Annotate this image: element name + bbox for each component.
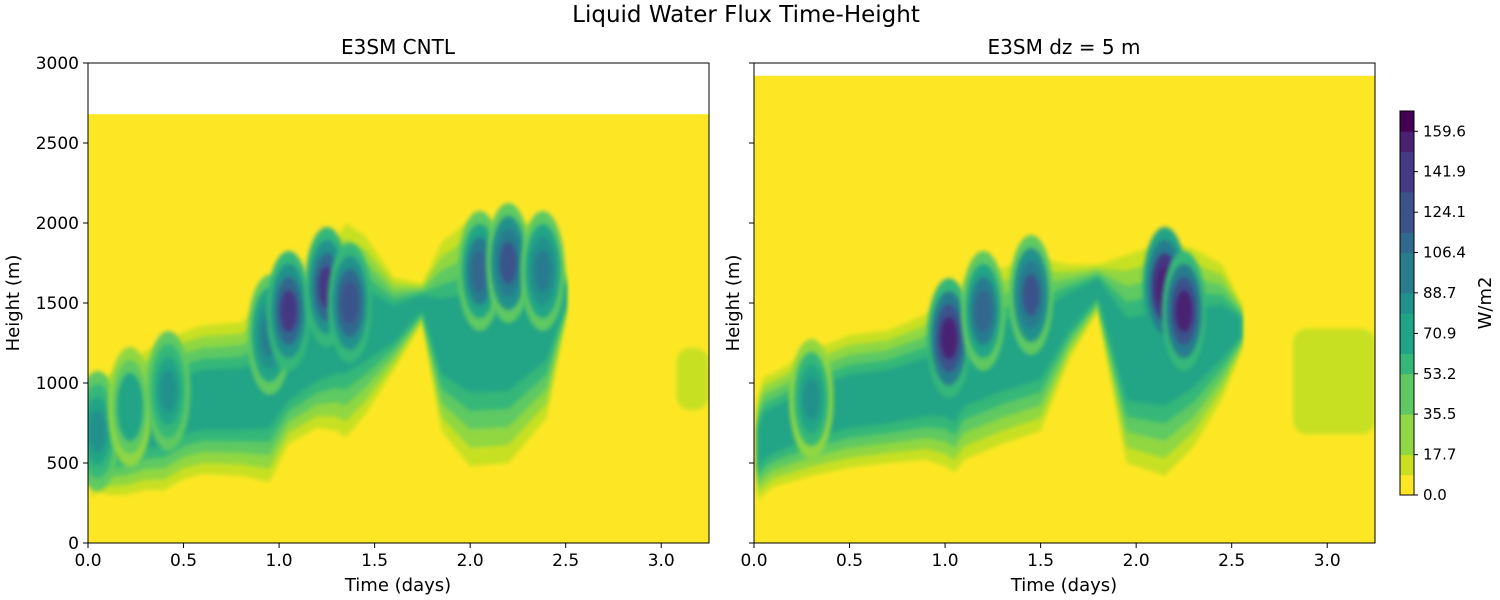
ytick-label: 2500 <box>36 134 79 154</box>
panel-right: E3SM dz = 5 m 0.0 0.5 1.0 1.5 2.0 2.5 3.0 Time… <box>723 35 1376 596</box>
colorbar-band <box>1400 191 1414 213</box>
panel-left-field <box>88 114 709 543</box>
core-2-ring-3 <box>974 290 992 332</box>
xtick-label: 1.5 <box>1027 551 1054 571</box>
core-8-ring-3 <box>499 242 517 284</box>
xtick-label: 3.0 <box>1314 551 1341 571</box>
core-3-ring-3 <box>1022 274 1040 316</box>
colorbar-tick-label: 17.7 <box>1423 446 1456 464</box>
colorbar-band <box>1400 414 1414 435</box>
colorbar-tick-label: 88.7 <box>1423 284 1456 302</box>
core-0-ring-3 <box>802 378 820 420</box>
colorbar-band <box>1400 373 1414 395</box>
colorbar-band <box>1400 313 1414 334</box>
xtick-label: 0.0 <box>740 551 767 571</box>
ytick-label: 3000 <box>36 54 79 74</box>
core-0-ring-3 <box>89 410 107 452</box>
ytick-label: 1500 <box>36 294 79 314</box>
core-5-ring-3 <box>1175 290 1193 332</box>
core-6-ring-3 <box>341 282 359 324</box>
colorbar-band <box>1400 333 1414 355</box>
core-1-ring-3 <box>121 386 139 428</box>
panel-left-xaxis: 0.0 0.5 1.0 1.5 2.0 2.5 3.0 <box>74 543 675 571</box>
colorbar-tick-label: 106.4 <box>1423 244 1466 262</box>
colorbar-band <box>1400 434 1414 456</box>
cloud-level-4 <box>91 281 566 474</box>
colorbar-band <box>1400 212 1414 233</box>
colorbar-ticks: 0.0 17.7 35.5 53.2 70.9 88.7 106.4 124.1 141.9 15… <box>1414 122 1466 504</box>
panel-left: E3SM CNTL 0.0 0.5 1.0 1.5 2.0 2.5 3.0 0 500 1000… <box>3 35 710 596</box>
xtick-label: 2.0 <box>457 551 484 571</box>
colorbar-tick-label: 159.6 <box>1423 122 1466 140</box>
colorbar-tick-label: 35.5 <box>1423 405 1456 423</box>
colorbar-band <box>1400 292 1414 314</box>
figure-title: Liquid Water Flux Time-Height <box>572 2 920 28</box>
panel-right-xlabel: Time (days) <box>1010 575 1117 596</box>
panel-left-title: E3SM CNTL <box>341 35 456 59</box>
xtick-label: 1.0 <box>932 551 959 571</box>
colorbar-band <box>1400 393 1414 415</box>
colorbar-tick-label: 70.9 <box>1423 324 1456 342</box>
colorbar-label: W/m2 <box>1475 277 1496 330</box>
xtick-label: 0.5 <box>836 551 863 571</box>
core-4-ring-3 <box>280 290 298 332</box>
colorbar-band <box>1400 151 1414 173</box>
core-7-ring-3 <box>471 250 489 292</box>
colorbar-bands <box>1400 111 1414 496</box>
colorbar-band <box>1400 232 1414 253</box>
colorbar-tick-label: 0.0 <box>1423 486 1447 504</box>
panel-right-title: E3SM dz = 5 m <box>988 35 1141 59</box>
ytick-label: 1000 <box>36 374 79 394</box>
xtick-label: 2.0 <box>1123 551 1150 571</box>
xtick-label: 0.5 <box>170 551 197 571</box>
colorbar-band <box>1400 353 1414 375</box>
colorbar-band <box>1400 454 1414 476</box>
panel-left-yaxis: 0 500 1000 1500 2000 2500 3000 <box>36 54 88 554</box>
core-2-ring-3 <box>159 370 177 412</box>
colorbar-tick-label: 124.1 <box>1423 203 1466 221</box>
faint-patch <box>676 347 709 411</box>
colorbar-band <box>1400 131 1414 152</box>
panel-left-ylabel: Height (m) <box>3 255 24 352</box>
cloud-level-4 <box>757 278 1242 471</box>
xtick-label: 1.0 <box>266 551 293 571</box>
xtick-label: 2.5 <box>1218 551 1245 571</box>
core-1-ring-3 <box>940 317 958 360</box>
panel-right-xaxis: 0.0 0.5 1.0 1.5 2.0 2.5 3.0 <box>740 543 1341 571</box>
xtick-label: 3.0 <box>648 551 675 571</box>
xtick-label: 1.5 <box>361 551 388 571</box>
colorbar-tick-label: 53.2 <box>1423 365 1456 383</box>
ytick-label: 2000 <box>36 214 79 234</box>
panel-left-xlabel: Time (days) <box>344 575 451 596</box>
faint-patch <box>1292 328 1375 435</box>
colorbar-tick-label: 141.9 <box>1423 163 1466 181</box>
xtick-label: 2.5 <box>552 551 579 571</box>
core-9-ring-3 <box>534 250 552 292</box>
colorbar-band <box>1400 171 1414 193</box>
colorbar-band <box>1400 252 1414 274</box>
panel-right-yaxis <box>749 62 754 544</box>
panel-right-field <box>754 75 1375 543</box>
colorbar-band <box>1400 111 1414 132</box>
panel-right-ylabel: Height (m) <box>723 255 744 352</box>
ytick-label: 0 <box>68 534 79 554</box>
colorbar-frame <box>1399 110 1415 496</box>
ytick-label: 500 <box>47 454 79 474</box>
colorbar-band <box>1400 474 1414 496</box>
xtick-label: 0.0 <box>74 551 101 571</box>
colorbar-band <box>1400 272 1414 294</box>
colorbar: 0.0 17.7 35.5 53.2 70.9 88.7 106.4 124.1 141.9 15… <box>1399 110 1496 504</box>
